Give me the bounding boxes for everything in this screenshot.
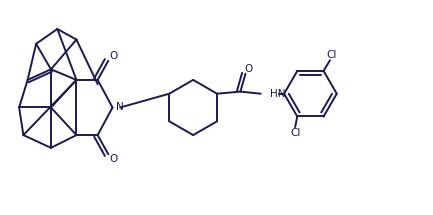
Text: O: O bbox=[245, 64, 253, 74]
Text: O: O bbox=[109, 154, 117, 164]
Text: Cl: Cl bbox=[326, 50, 336, 60]
Text: HN: HN bbox=[270, 89, 285, 99]
Text: Cl: Cl bbox=[290, 128, 301, 138]
Text: O: O bbox=[109, 51, 117, 61]
Text: N: N bbox=[116, 103, 124, 112]
